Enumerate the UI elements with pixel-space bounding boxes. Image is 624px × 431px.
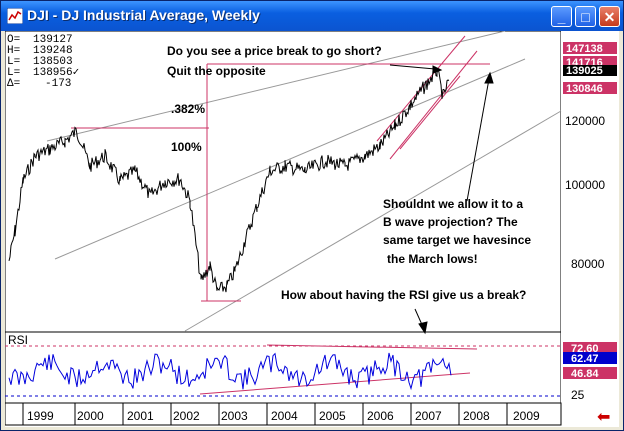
arrow-to-top [389, 64, 436, 70]
time-axis [5, 402, 562, 426]
rsi-lower-trend [199, 372, 471, 395]
chart-area[interactable]: O= 139127 H= 139248 L= 138503 L= 138956✓… [5, 31, 619, 427]
price-series [8, 66, 450, 293]
rsi-tag-4684: 46.84 [563, 367, 617, 380]
year-2008: 2008 [463, 409, 490, 423]
upper-channel-line [46, 31, 506, 142]
annotation-right-3: same target we havesince [383, 233, 531, 247]
price-tag-130846: 130846 [563, 82, 617, 95]
rsi-panel[interactable] [5, 331, 562, 404]
channel-upper [376, 35, 466, 142]
rsi-tag-bg [563, 367, 617, 379]
price-label-80000: 80000 [571, 257, 605, 271]
fib-382-label: .382% [171, 102, 205, 116]
rsi-series [8, 352, 452, 391]
stat-change-label: Δ= [7, 78, 20, 90]
price-tag-147138: 147138 [563, 42, 617, 55]
annotation-quit-opposite: Quit the opposite [167, 64, 266, 78]
arrow-head-target [484, 71, 494, 84]
annotation-rsi-question: How about having the RSI give us a break… [281, 288, 526, 302]
rsi-tag-text: 62.47 [571, 353, 599, 365]
price-label-100000: 100000 [565, 178, 605, 192]
rsi-tag-bg [563, 342, 617, 354]
year-2003: 2003 [221, 409, 248, 423]
channel-lower [389, 50, 478, 160]
stat-low-label: L= [7, 56, 20, 68]
annotation-right-2: B wave projection? The [383, 215, 518, 229]
ohlc-stats: O= 139127 H= 139248 L= 138503 L= 138956✓… [7, 34, 79, 90]
chart-canvas[interactable]: O= 139127 H= 139248 L= 138503 L= 138956✓… [5, 31, 619, 427]
annotation-right-4: the March lows! [387, 252, 478, 266]
channel-mid [399, 75, 461, 150]
year-labels: 1999 2000 2001 2002 2003 2004 2005 2006 … [22, 403, 540, 425]
arrow-head-top [432, 65, 443, 74]
year-2007: 2007 [415, 409, 442, 423]
maximize-button[interactable]: □ [575, 6, 596, 27]
year-2004: 2004 [271, 409, 298, 423]
year-2001: 2001 [127, 409, 154, 423]
year-1999: 1999 [27, 409, 54, 423]
price-tag-text: 130846 [566, 83, 603, 95]
rsi-label: RSI [8, 333, 28, 347]
stat-open-value: 139127 [33, 34, 73, 46]
price-panel[interactable] [5, 31, 562, 333]
price-tag-bg [563, 42, 617, 54]
window-title: DJI - DJ Industrial Average, Weekly [27, 7, 260, 23]
year-2000: 2000 [77, 409, 104, 423]
price-tag-bg [563, 65, 617, 76]
stat-last-label: L= [7, 67, 20, 79]
title-bar[interactable]: DJI - DJ Industrial Average, Weekly _ □ … [1, 1, 623, 31]
rsi-tag-text: 46.84 [571, 368, 599, 380]
stat-high-label: H= [7, 45, 20, 57]
chart-app-icon [7, 8, 23, 24]
arrow-to-target [466, 78, 490, 202]
stat-open-label: O= [7, 34, 20, 46]
fib-lines [71, 63, 490, 302]
price-tag-text: 147138 [566, 43, 603, 55]
year-2006: 2006 [367, 409, 394, 423]
annotation-arrows [389, 64, 494, 335]
price-tag-text: 139025 [566, 65, 603, 77]
rsi-tag-6247: 62.47 [563, 352, 617, 365]
price-tag-bg [563, 82, 617, 94]
rsi-axis-25: 25 [571, 388, 585, 402]
rsi-tag-bg [563, 352, 617, 364]
minimize-button[interactable]: _ [551, 6, 572, 27]
fib-100-label: 100% [171, 140, 202, 154]
year-2002: 2002 [173, 409, 200, 423]
lower-channel-line [184, 110, 562, 332]
stat-last-value: 138956✓ [33, 67, 79, 79]
year-2005: 2005 [319, 409, 346, 423]
price-label-120000: 120000 [565, 114, 605, 128]
year-2009: 2009 [513, 409, 540, 423]
stat-change-value: -173 [45, 78, 71, 90]
annotation-price-break: Do you see a price break to go short? [167, 44, 382, 58]
red-rising-channel [376, 35, 478, 160]
price-tag-139025: 139025 [563, 65, 617, 77]
scroll-back-arrow-icon[interactable]: ⬅ [597, 407, 610, 426]
close-button[interactable]: ✕ [599, 6, 620, 27]
stat-low-value: 138503 [33, 56, 73, 68]
rsi-upper-trend [266, 344, 478, 350]
arrow-head-rsi [418, 321, 428, 335]
annotation-right-1: Shouldnt we allow it to a [383, 197, 523, 211]
stat-high-value: 139248 [33, 45, 73, 57]
